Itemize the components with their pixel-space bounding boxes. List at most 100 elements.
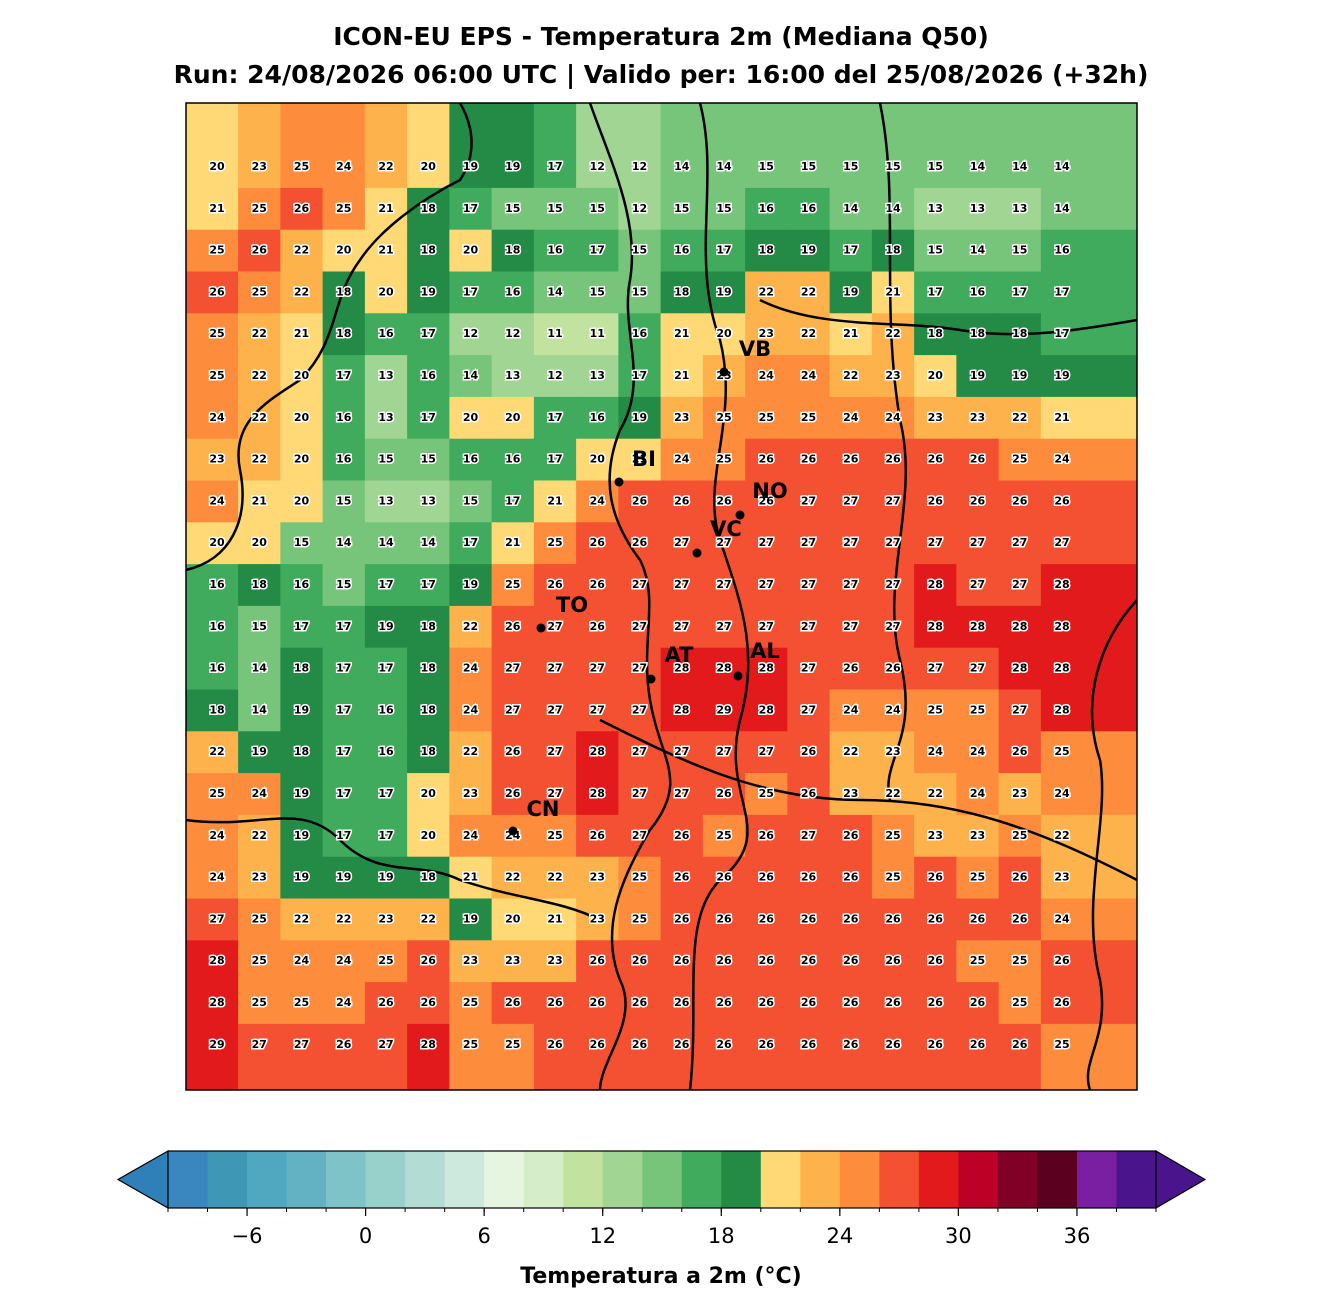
temperature-cell	[660, 856, 704, 899]
temperature-value: 27	[843, 620, 858, 633]
temperature-value: 27	[632, 745, 647, 758]
temperature-value: 14	[336, 536, 352, 549]
temperature-cell	[956, 480, 1000, 523]
temperature-value: 20	[294, 369, 310, 382]
temperature-value: 27	[885, 620, 900, 633]
temperature-cell	[238, 731, 281, 774]
temperature-cell	[576, 313, 619, 356]
temperature-value: 22	[505, 871, 520, 884]
temperature-cell	[364, 229, 408, 272]
temperature-cell	[322, 898, 366, 941]
temperature-cell	[576, 605, 619, 649]
temperature-cell	[238, 396, 281, 440]
temperature-value: 26	[885, 453, 901, 466]
temperature-value: 26	[801, 1038, 817, 1051]
temperature-cell	[1040, 898, 1138, 941]
temperature-value: 26	[674, 954, 690, 967]
temperature-cell	[1040, 564, 1138, 607]
temperature-value: 27	[928, 662, 943, 675]
temperature-value: 22	[843, 745, 858, 758]
temperature-cell	[364, 564, 408, 607]
temperature-cell	[618, 271, 662, 314]
temperature-cell	[998, 438, 1042, 481]
temperature-cell	[449, 982, 493, 1025]
temperature-value: 22	[885, 787, 900, 800]
temperature-value: 28	[716, 662, 731, 675]
temperature-cell	[956, 647, 1000, 690]
temperature-cell	[787, 647, 831, 690]
temperature-cell	[533, 438, 577, 481]
temperature-cell	[322, 814, 366, 858]
temperature-value: 17	[547, 453, 562, 466]
temperature-cell	[660, 438, 704, 481]
temperature-cell	[914, 940, 957, 983]
temperature-value: 28	[759, 662, 774, 675]
temperature-value: 26	[421, 996, 437, 1009]
temperature-cell	[186, 605, 239, 649]
temperature-cell	[956, 271, 1000, 314]
temperature-value: 25	[547, 536, 562, 549]
temperature-cell	[871, 187, 915, 231]
temperature-value: 26	[759, 453, 775, 466]
temperature-cell	[533, 773, 577, 816]
temperature-value: 14	[1054, 160, 1070, 173]
temperature-value: 22	[928, 787, 943, 800]
temperature-value: 23	[547, 954, 562, 967]
temperature-value: 17	[505, 494, 520, 507]
temperature-value: 18	[970, 327, 985, 340]
temperature-cell	[829, 355, 873, 398]
temperature-cell	[407, 396, 450, 440]
temperature-cell	[745, 605, 788, 649]
temperature-cell	[576, 271, 619, 314]
temperature-value: 27	[716, 620, 731, 633]
temperature-cell	[186, 480, 239, 523]
temperature-value: 23	[590, 871, 605, 884]
temperature-cell	[1040, 856, 1138, 899]
temperature-cell	[449, 647, 493, 690]
temperature-value: 17	[463, 202, 478, 215]
temperature-value: 13	[378, 369, 393, 382]
temperature-value: 15	[674, 202, 689, 215]
temperature-value: 27	[547, 620, 562, 633]
temperature-cell	[280, 689, 324, 732]
temperature-value: 27	[843, 578, 858, 591]
temperature-cell	[322, 480, 366, 523]
temperature-cell	[322, 564, 366, 607]
temperature-value: 22	[463, 620, 478, 633]
colorbar-tick-label: 12	[589, 1224, 616, 1248]
temperature-value: 24	[843, 703, 859, 716]
temperature-cell	[956, 103, 1000, 189]
border	[759, 298, 1138, 336]
temperature-cell	[576, 1023, 619, 1091]
temperature-cell	[533, 1023, 577, 1091]
temperature-cell	[407, 856, 450, 899]
temperature-value: 28	[590, 787, 605, 800]
temperature-value: 26	[590, 620, 606, 633]
temperature-cell	[364, 522, 408, 565]
temperature-cell	[533, 355, 577, 398]
temperature-value: 22	[378, 160, 393, 173]
temperature-value: 23	[252, 871, 267, 884]
temperature-value: 25	[252, 285, 267, 298]
temperature-value: 26	[674, 996, 690, 1009]
temperature-value: 18	[759, 244, 774, 257]
temperature-cell	[745, 396, 788, 440]
temperature-value: 22	[801, 285, 816, 298]
temperature-value: 23	[970, 411, 985, 424]
temperature-cell	[186, 438, 239, 481]
temperature-cell	[660, 814, 704, 858]
temperature-value: 27	[590, 703, 605, 716]
temperature-value: 23	[885, 745, 900, 758]
temperature-cell	[576, 731, 619, 774]
temperature-cell	[914, 605, 957, 649]
temperature-cell	[186, 898, 239, 941]
temperature-value: 26	[928, 1038, 944, 1051]
temperature-cell	[618, 605, 662, 649]
temperature-cell	[449, 1023, 493, 1091]
temperature-cell	[914, 689, 957, 732]
city-dot	[646, 674, 656, 684]
temperature-cell	[322, 940, 366, 983]
temperature-cell	[956, 522, 1000, 565]
temperature-value: 20	[421, 829, 437, 842]
temperature-cell	[280, 647, 324, 690]
